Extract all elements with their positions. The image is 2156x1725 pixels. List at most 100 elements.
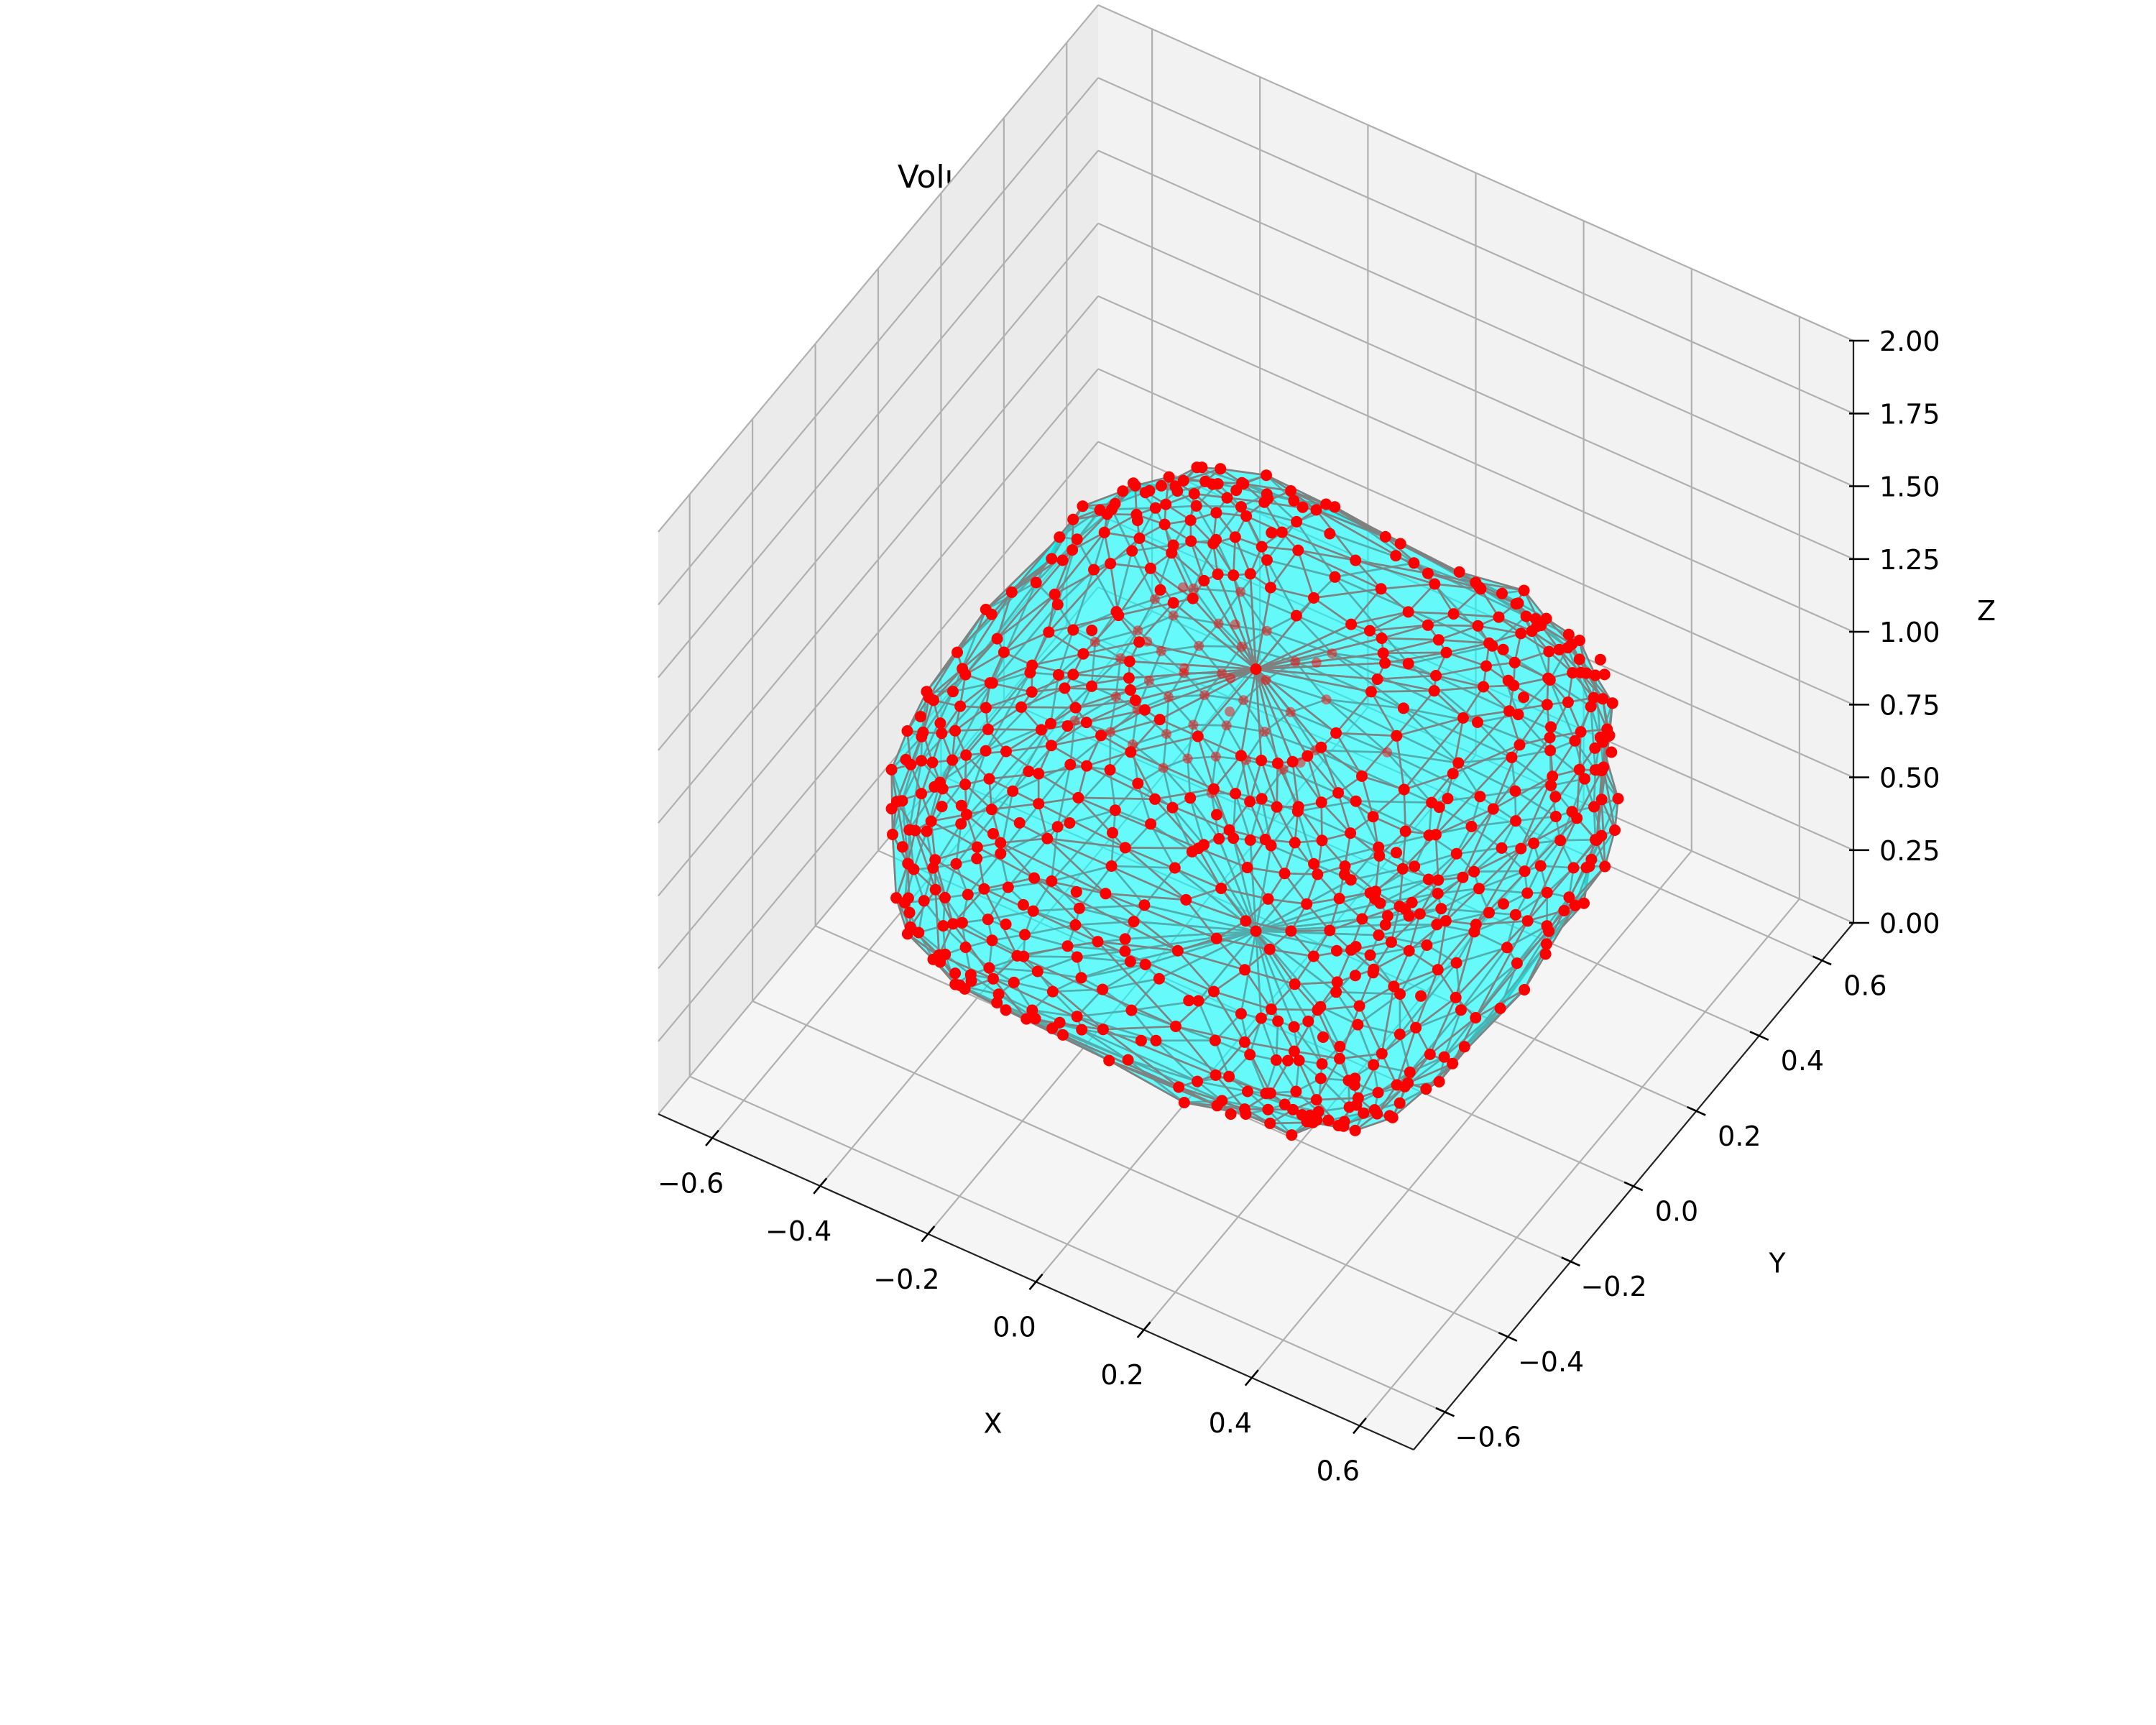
mesh-point — [1230, 619, 1240, 630]
mesh-point — [1567, 667, 1579, 679]
mesh-point — [1210, 932, 1222, 944]
mesh-point — [1272, 1015, 1284, 1027]
mesh-point — [1296, 501, 1309, 513]
mesh-point — [1000, 745, 1012, 758]
mesh-point — [1179, 668, 1189, 678]
mesh-point — [986, 934, 998, 947]
mesh-point — [954, 700, 967, 712]
mesh-point — [1227, 569, 1240, 581]
mesh-point — [1410, 1021, 1422, 1034]
mesh-point — [1133, 532, 1146, 544]
mesh-point — [1178, 1097, 1190, 1108]
mesh-point — [1184, 792, 1197, 804]
mesh-point — [1155, 479, 1167, 492]
mesh-point — [1177, 582, 1188, 593]
mesh-point — [1256, 755, 1268, 766]
mesh-point — [960, 749, 972, 761]
mesh-point — [1057, 1029, 1069, 1041]
mesh-point — [1553, 643, 1565, 656]
mesh-point — [1213, 618, 1224, 629]
mesh-point — [1302, 1016, 1314, 1027]
mesh-point — [1594, 653, 1606, 666]
left-gridline-z — [658, 368, 1099, 897]
y-tick-label: −0.6 — [1455, 1422, 1521, 1453]
y-tick-label: 0.2 — [1718, 1121, 1761, 1152]
mesh-point — [1225, 1108, 1237, 1120]
mesh-point — [1128, 916, 1140, 928]
mesh-point — [1435, 903, 1447, 915]
mesh-point — [1514, 739, 1526, 751]
mesh-point — [984, 677, 996, 689]
mesh-point — [1043, 626, 1055, 638]
mesh-point — [1210, 751, 1221, 762]
mesh-point — [1139, 958, 1151, 970]
mesh-point — [1000, 1004, 1012, 1016]
mesh-point — [1153, 714, 1166, 726]
mesh-point — [1470, 919, 1482, 931]
mesh-point — [1045, 717, 1056, 730]
mesh-point — [1061, 940, 1074, 952]
mesh-point — [1367, 811, 1379, 823]
x-tick-mark — [813, 1177, 828, 1195]
y-tick-mark — [1435, 1407, 1455, 1417]
mesh-point — [1534, 860, 1547, 872]
mesh-point — [1221, 720, 1232, 731]
mesh-point — [890, 892, 903, 904]
mesh-point — [1185, 535, 1197, 547]
mesh-point — [1409, 860, 1421, 873]
mesh-point — [1334, 1052, 1345, 1064]
mesh-point — [1402, 1077, 1414, 1089]
mesh-point — [1015, 701, 1027, 713]
mesh-point — [947, 686, 959, 698]
mesh-point — [913, 926, 925, 939]
mesh-point — [1509, 785, 1521, 797]
mesh-point — [1432, 964, 1444, 976]
mesh-point — [1349, 970, 1361, 982]
mesh-point — [1597, 693, 1609, 705]
mesh-point — [956, 916, 968, 929]
mesh-point — [887, 829, 898, 840]
mesh-point — [1472, 716, 1483, 728]
mesh-point — [1163, 691, 1174, 702]
mesh-point — [1420, 1083, 1432, 1095]
mesh-point — [1519, 865, 1531, 878]
x-tick-label: −0.4 — [765, 1215, 831, 1247]
mesh-point — [1119, 945, 1131, 957]
mesh-point — [1029, 1013, 1041, 1025]
x-tick-label: −0.2 — [873, 1264, 939, 1295]
mesh-point — [1142, 636, 1153, 647]
mesh-point — [1432, 874, 1445, 886]
mesh-point — [1250, 663, 1262, 675]
mesh-point — [1150, 1034, 1162, 1046]
mesh-point — [1109, 804, 1121, 816]
mesh-point — [1431, 919, 1443, 931]
y-tick-mark — [1498, 1332, 1518, 1342]
mesh-point — [1535, 620, 1547, 632]
mesh-point — [1143, 484, 1156, 497]
mesh-point — [1051, 599, 1064, 611]
mesh-point — [1315, 796, 1327, 809]
back-gridline-z — [1097, 222, 1854, 560]
mesh-point — [985, 608, 998, 620]
mesh-point — [1356, 770, 1368, 782]
mesh-point — [1069, 919, 1082, 931]
mesh-point — [1061, 720, 1074, 732]
mesh-point — [1562, 628, 1575, 640]
mesh-point — [1028, 872, 1041, 884]
mesh-point — [1442, 793, 1454, 804]
mesh-point — [1126, 545, 1138, 557]
mesh-point — [1468, 865, 1480, 878]
mesh-point — [1415, 990, 1427, 1002]
x-tick-mark — [705, 1129, 719, 1146]
mesh-point — [1184, 514, 1197, 526]
mesh-point — [1105, 727, 1115, 737]
mesh-point — [1008, 976, 1020, 988]
mesh-point — [1188, 719, 1199, 730]
mesh-point — [1215, 883, 1227, 894]
mesh-point — [1080, 717, 1092, 729]
mesh-point — [1339, 860, 1351, 873]
mesh-point — [1589, 669, 1601, 681]
mesh-point — [1475, 583, 1487, 595]
mesh-points — [885, 461, 1624, 1141]
mesh-point — [1071, 533, 1083, 546]
